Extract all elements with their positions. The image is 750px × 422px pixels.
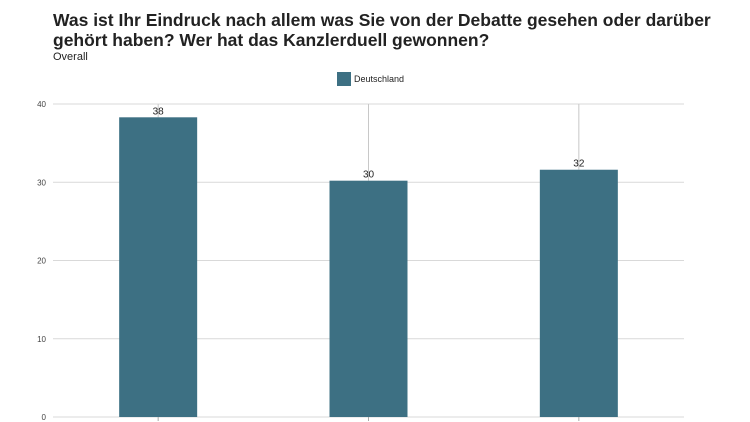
y-tick-label-30: 30 [37, 178, 46, 187]
data-labels-layer: 38 30 32 [153, 106, 585, 180]
legend-label-deutschland: Deutschland [354, 74, 405, 84]
bar-1 [119, 117, 198, 418]
bar-2 [329, 180, 408, 417]
y-tick-label-0: 0 [42, 413, 47, 422]
data-label-3: 32 [573, 159, 585, 170]
chart-subtitle: Overall [53, 51, 88, 63]
legend-swatch-deutschland [337, 72, 351, 86]
data-label-2: 30 [363, 170, 375, 181]
bar-3 [539, 169, 618, 417]
chart-title: Was ist Ihr Eindruck nach allem was Sie … [53, 10, 711, 50]
error-lines-layer [157, 104, 580, 421]
legend: Deutschland [337, 72, 404, 86]
data-label-1: 38 [153, 106, 165, 117]
y-tick-label-20: 20 [37, 257, 46, 266]
bars-layer [119, 117, 618, 418]
y-tick-label-40: 40 [37, 100, 46, 109]
y-tick-label-10: 10 [37, 335, 46, 344]
